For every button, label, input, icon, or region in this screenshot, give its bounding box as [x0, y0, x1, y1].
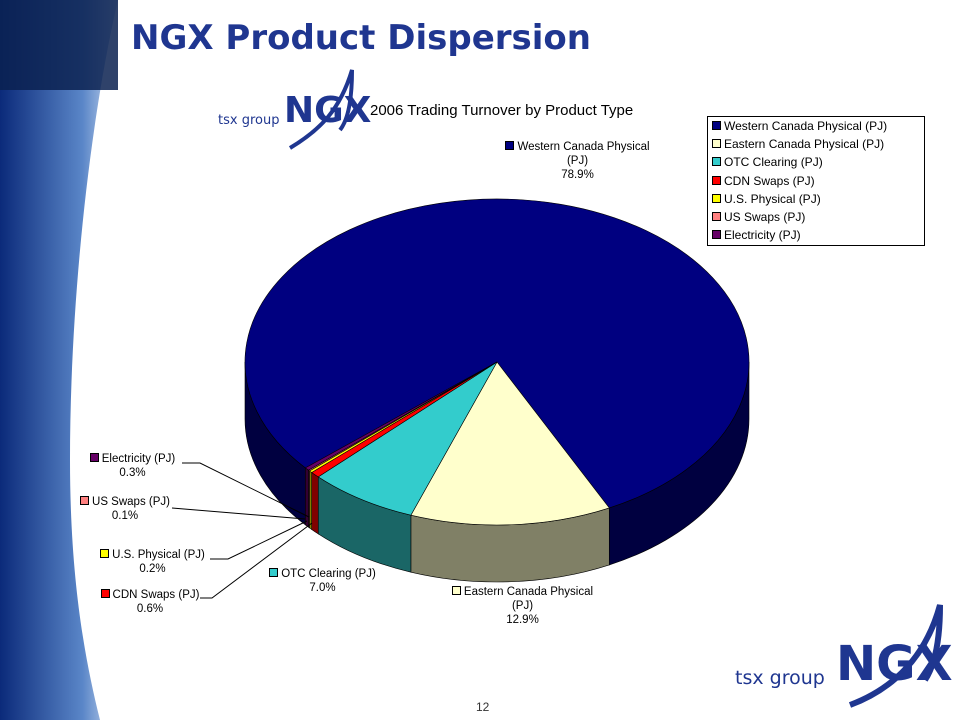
leader-line [171, 507, 306, 520]
legend-label: U.S. Physical (PJ) [724, 191, 821, 206]
label-swatch [100, 589, 110, 598]
slide-title: NGX Product Dispersion [131, 18, 591, 58]
label-name: OTC Clearing (PJ) [281, 568, 376, 580]
leader-line [182, 462, 310, 518]
pie-sides [244, 361, 750, 583]
leader-line [200, 522, 313, 599]
slice [304, 361, 498, 471]
slice-side [309, 470, 312, 531]
slice [410, 361, 610, 526]
ticker-image [0, 0, 118, 90]
data-label: U.S. Physical (PJ) 0.2% [90, 548, 215, 576]
logo-group: tsx group [218, 113, 279, 128]
label-value: 0.3% [119, 467, 146, 479]
legend-label: OTC Clearing (PJ) [724, 155, 823, 170]
leader-lines [171, 462, 313, 599]
chart-title: 2006 Trading Turnover by Product Type [370, 102, 634, 119]
label-swatch [269, 568, 279, 577]
data-label: OTC Clearing (PJ) 7.0% [255, 567, 390, 595]
logo-group: tsx group [735, 667, 825, 689]
label-name: Western Canada Physical (PJ) [517, 141, 650, 167]
label-name: Eastern Canada Physical (PJ) [463, 586, 594, 612]
legend-label: Eastern Canada Physical (PJ) [724, 137, 885, 152]
logo-swoosh [288, 69, 354, 150]
legend-swatch [712, 211, 721, 221]
data-label: US Swaps (PJ) 0.1% [60, 495, 190, 523]
legend-swatch [712, 193, 721, 203]
legend-entry: CDN Swaps (PJ) [708, 172, 924, 190]
label-value: 12.9% [506, 614, 539, 626]
legend: Western Canada Physical (PJ) Eastern Cana… [707, 116, 925, 246]
slice [244, 198, 750, 509]
label-value: 78.9% [561, 169, 594, 181]
label-name: Electricity (PJ) [101, 453, 176, 465]
legend-entry: OTC Clearing (PJ) [708, 153, 924, 171]
label-swatch [89, 453, 99, 462]
legend-label: Western Canada Physical (PJ) [724, 119, 888, 133]
data-label: Electricity (PJ) 0.3% [70, 452, 195, 480]
legend-entry: Electricity (PJ) [708, 226, 924, 244]
slice-side [311, 471, 319, 535]
label-value: 0.2% [139, 563, 166, 575]
label-swatch [451, 586, 461, 595]
legend-label: CDN Swaps (PJ) [724, 173, 815, 188]
legend-entry: Western Canada Physical (PJ) [708, 117, 924, 135]
legend-label: Electricity (PJ) [724, 228, 801, 243]
data-label: Western Canada Physical (PJ) 78.9% [495, 140, 660, 182]
data-label: Eastern Canada Physical (PJ) 12.9% [440, 585, 605, 627]
logo-brand: NGX [836, 636, 953, 692]
slice [317, 361, 498, 516]
legend-swatch [712, 230, 721, 240]
side-band [0, 0, 118, 720]
logo-brand: NGX [284, 90, 372, 131]
legend-swatch [712, 157, 721, 167]
pie-tops [244, 198, 750, 526]
label-value: 0.1% [111, 510, 139, 522]
page-number: 12 [476, 700, 490, 714]
legend-entry: U.S. Physical (PJ) [708, 190, 924, 208]
label-name: US Swaps (PJ) [92, 496, 170, 508]
legend-swatch [712, 175, 721, 185]
label-name: CDN Swaps (PJ) [112, 589, 200, 601]
legend-entry: US Swaps (PJ) [708, 208, 924, 226]
slice-side [305, 467, 309, 528]
logo-swoosh [848, 604, 943, 708]
label-value: 7.0% [309, 582, 336, 594]
label-value: 0.6% [136, 603, 164, 615]
legend-entry: Eastern Canada Physical (PJ) [708, 135, 924, 153]
legend-swatch [712, 121, 721, 130]
label-swatch [505, 141, 515, 150]
leader-line [210, 520, 308, 560]
legend-label: US Swaps (PJ) [724, 209, 806, 224]
label-name: U.S. Physical (PJ) [112, 549, 205, 561]
label-swatch [80, 496, 90, 505]
data-label: CDN Swaps (PJ) 0.6% [80, 588, 220, 616]
label-swatch [100, 549, 110, 558]
legend-swatch [712, 139, 721, 149]
pie [244, 198, 750, 583]
